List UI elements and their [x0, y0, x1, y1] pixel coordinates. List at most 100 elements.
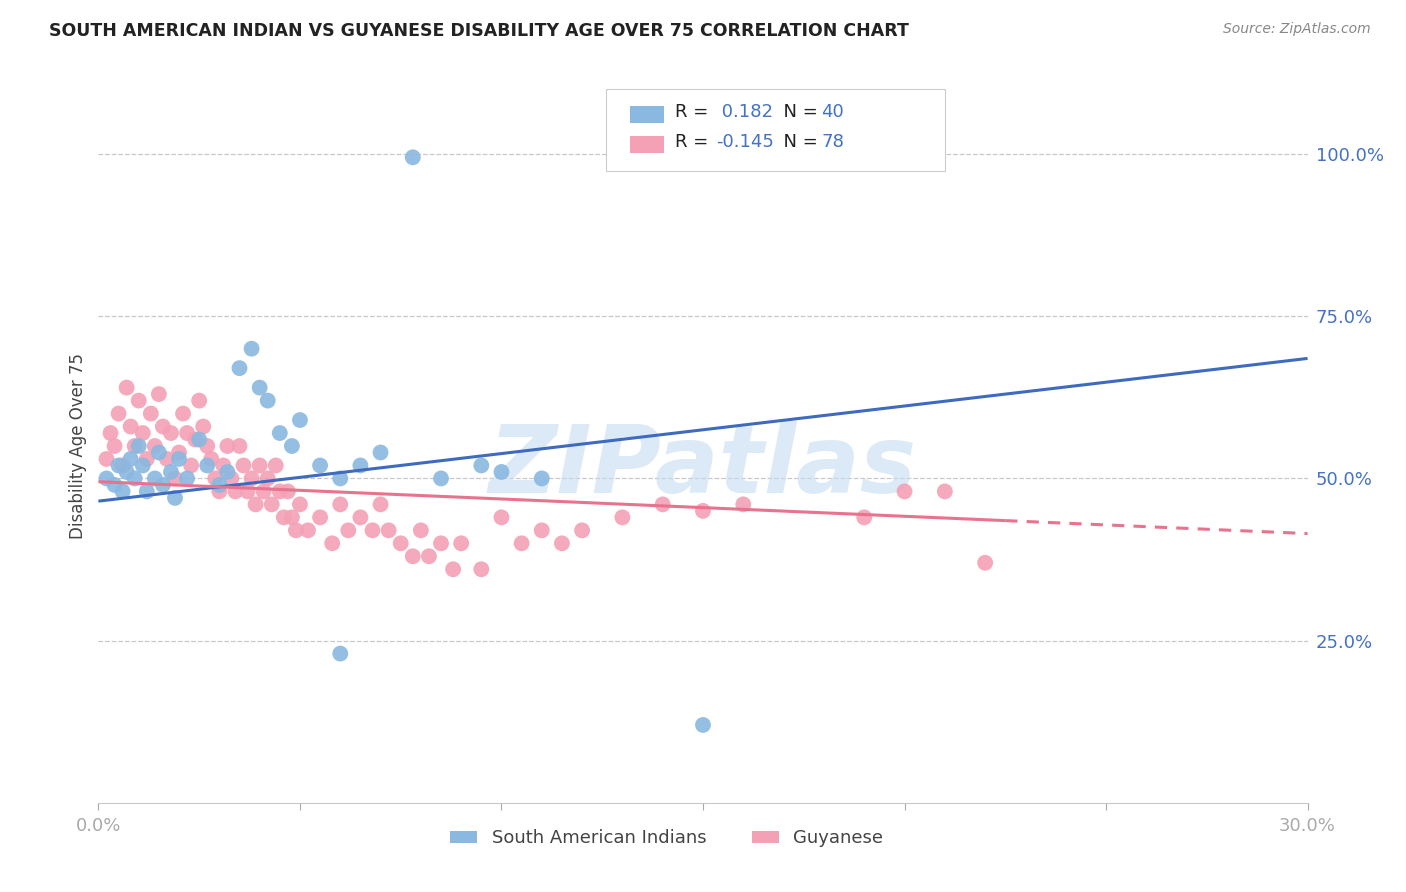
Point [510, 536, 533, 550]
FancyBboxPatch shape [630, 105, 664, 123]
Point [418, 549, 440, 564]
Point [370, 497, 392, 511]
Point [288, 497, 311, 511]
Point [200, 452, 222, 467]
Point [269, 484, 291, 499]
Point [361, 524, 384, 538]
Point [160, 465, 183, 479]
Point [329, 471, 352, 485]
Point [288, 413, 311, 427]
Point [152, 419, 174, 434]
Text: N =: N = [772, 103, 824, 121]
Point [450, 536, 472, 550]
Text: R =: R = [675, 133, 714, 151]
Point [132, 458, 155, 473]
Point [128, 439, 150, 453]
Point [195, 458, 218, 473]
Text: R =: R = [675, 103, 714, 121]
Point [264, 458, 287, 473]
Point [284, 524, 307, 538]
Point [139, 407, 162, 421]
Point [430, 536, 453, 550]
Point [111, 484, 134, 499]
Point [232, 458, 254, 473]
Point [128, 393, 150, 408]
Point [491, 510, 513, 524]
Point [176, 471, 198, 485]
Point [329, 497, 352, 511]
Text: Source: ZipAtlas.com: Source: ZipAtlas.com [1223, 22, 1371, 37]
Point [409, 524, 432, 538]
Point [273, 510, 295, 524]
Point [349, 510, 371, 524]
Point [934, 484, 956, 499]
Point [176, 425, 198, 440]
Point [832, 150, 855, 164]
Point [152, 478, 174, 492]
Point [297, 524, 319, 538]
Point [692, 504, 714, 518]
Point [277, 484, 299, 499]
Point [160, 425, 183, 440]
Point [204, 471, 226, 485]
Point [228, 439, 250, 453]
Point [188, 433, 211, 447]
Text: SOUTH AMERICAN INDIAN VS GUYANESE DISABILITY AGE OVER 75 CORRELATION CHART: SOUTH AMERICAN INDIAN VS GUYANESE DISABI… [49, 22, 910, 40]
Point [349, 458, 371, 473]
Point [249, 458, 271, 473]
Point [256, 471, 278, 485]
Point [132, 425, 155, 440]
Point [212, 458, 235, 473]
Point [228, 361, 250, 376]
Point [96, 471, 118, 485]
Point [115, 381, 138, 395]
FancyBboxPatch shape [630, 136, 664, 153]
Point [111, 458, 134, 473]
Point [107, 458, 129, 473]
Point [530, 524, 553, 538]
Point [208, 484, 231, 499]
Point [491, 465, 513, 479]
Text: 0.182: 0.182 [716, 103, 773, 121]
Point [103, 439, 125, 453]
Point [256, 393, 278, 408]
Y-axis label: Disability Age Over 75: Disability Age Over 75 [69, 353, 87, 539]
Point [143, 439, 166, 453]
Point [370, 445, 392, 459]
Point [245, 497, 267, 511]
Point [195, 439, 218, 453]
Point [148, 387, 170, 401]
Point [100, 425, 122, 440]
Point [115, 465, 138, 479]
Point [156, 452, 179, 467]
Point [249, 381, 271, 395]
Point [321, 536, 343, 550]
Point [188, 393, 211, 408]
Point [974, 556, 997, 570]
Point [103, 478, 125, 492]
Point [221, 471, 243, 485]
Point [148, 445, 170, 459]
Point [224, 484, 246, 499]
Point [893, 484, 915, 499]
Point [135, 452, 157, 467]
Point [612, 510, 634, 524]
Point [269, 425, 291, 440]
Text: -0.145: -0.145 [716, 133, 775, 151]
Point [260, 497, 283, 511]
Point [692, 718, 714, 732]
Point [240, 471, 263, 485]
Point [208, 478, 231, 492]
Point [430, 471, 453, 485]
Text: 78: 78 [821, 133, 845, 151]
Text: N =: N = [772, 133, 824, 151]
Text: ZIPatlas: ZIPatlas [489, 421, 917, 514]
Point [281, 439, 304, 453]
Point [281, 510, 304, 524]
Point [571, 524, 593, 538]
Point [470, 458, 492, 473]
Point [143, 471, 166, 485]
Point [853, 510, 876, 524]
Point [551, 536, 574, 550]
Point [217, 439, 239, 453]
